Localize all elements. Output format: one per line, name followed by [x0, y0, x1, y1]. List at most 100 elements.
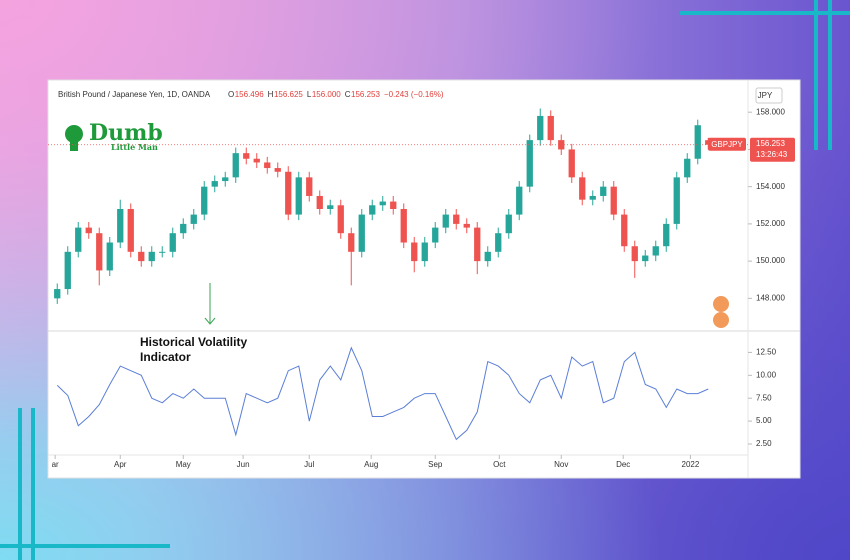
- candle-body: [75, 227, 82, 252]
- candle-body: [211, 181, 218, 187]
- candle-body: [505, 214, 512, 234]
- symbol-label: GBPJPY: [711, 140, 743, 149]
- candle-body: [516, 186, 523, 215]
- candle-body: [610, 186, 617, 215]
- candle-body: [169, 233, 176, 252]
- chart-panel: [47, 79, 801, 479]
- candle-body: [54, 289, 61, 299]
- candle-body: [285, 171, 292, 215]
- candle-body: [117, 209, 124, 243]
- candle-body: [484, 251, 491, 262]
- arrow: [204, 283, 216, 325]
- candle-body: [390, 201, 397, 209]
- candle-body: [138, 251, 145, 262]
- candle-body: [589, 195, 596, 200]
- candle-body: [453, 214, 460, 224]
- candle-body: [264, 162, 271, 169]
- candle-body: [243, 153, 250, 159]
- x-tick-label: Jun: [237, 460, 250, 469]
- x-tick-label: Sep: [428, 460, 443, 469]
- candle-body: [316, 195, 323, 209]
- symbol-box: [708, 137, 746, 151]
- candle-body: [358, 214, 365, 252]
- logo-title: Dumb: [89, 120, 163, 146]
- header-item: C: [345, 90, 351, 99]
- x-tick-label: 2022: [682, 460, 700, 469]
- candle-body: [295, 177, 302, 215]
- x-tick-label: ar: [52, 460, 59, 469]
- x-tick-label: Jul: [304, 460, 314, 469]
- annotation: Historical Volatility Indicator: [140, 335, 248, 364]
- y-tick-label: 12.50: [756, 348, 777, 357]
- candle-body: [495, 233, 502, 252]
- x-tick-label: May: [176, 460, 191, 469]
- candle-body: [327, 205, 334, 209]
- candle-body: [568, 149, 575, 178]
- candle-body: [106, 242, 113, 271]
- candle-body: [253, 158, 260, 163]
- candle-body: [694, 125, 701, 159]
- candle-body: [673, 177, 680, 224]
- header-item: 156.253: [351, 90, 380, 99]
- header-item: 156.000: [312, 90, 341, 99]
- candle-body: [621, 214, 628, 247]
- chart-title: British Pound / Japanese Yen, 1D, OANDA: [58, 90, 211, 99]
- candle-body: [421, 242, 428, 262]
- candle-body: [96, 233, 103, 271]
- last-price-label: 156.253: [756, 139, 785, 148]
- candle-body: [348, 233, 355, 252]
- logo: Dumb Little Man: [65, 120, 163, 152]
- candle-body: [474, 227, 481, 262]
- header-item: O: [228, 90, 234, 99]
- candle-body: [684, 158, 691, 178]
- x-tick-label: Aug: [364, 460, 378, 469]
- candle-body: [600, 186, 607, 196]
- header-item: L: [307, 90, 312, 99]
- currency: JPY: [758, 91, 773, 100]
- candle-body: [369, 205, 376, 215]
- x-tick-label: Apr: [114, 460, 127, 469]
- candle-body: [148, 251, 155, 262]
- candle-body: [537, 115, 544, 141]
- x-tick-label: Nov: [554, 460, 568, 469]
- candle-body: [337, 205, 344, 234]
- candle-body: [274, 168, 281, 172]
- candle-body: [463, 223, 470, 228]
- y-tick-label: 10.00: [756, 370, 777, 379]
- candle-body: [85, 227, 92, 234]
- y-tick-label: 5.00: [756, 416, 772, 425]
- currency-box: [755, 87, 783, 104]
- x-tick-label: Oct: [493, 460, 506, 469]
- candle-body: [127, 209, 134, 252]
- candle-body: [642, 255, 649, 262]
- y-tick-label: 154.000: [756, 182, 785, 191]
- candle-body: [379, 201, 386, 206]
- y-tick-label: 158.000: [756, 107, 785, 116]
- candle-body: [526, 140, 533, 187]
- candle-body: [652, 246, 659, 256]
- header-item: −0.243 (−0.16%): [384, 90, 444, 99]
- candle-body: [579, 177, 586, 200]
- countdown: 13:26:43: [756, 150, 788, 159]
- candle-body: [190, 214, 197, 224]
- candle-body: [432, 227, 439, 243]
- candle-body: [180, 223, 187, 234]
- header-item: H: [268, 90, 274, 99]
- y-tick-label: 2.50: [756, 439, 772, 448]
- y-tick-label: 7.50: [756, 393, 772, 402]
- y-tick-label: 148.000: [756, 293, 785, 302]
- header-item: 156.496: [235, 90, 264, 99]
- candle-body: [232, 153, 239, 178]
- volatility-line: [56, 346, 709, 441]
- price-box: [750, 137, 795, 162]
- candle-body: [159, 251, 166, 253]
- icons: [713, 296, 729, 328]
- candle-body: [663, 223, 670, 247]
- candle-body: [222, 177, 229, 182]
- candle-body: [201, 186, 208, 215]
- candle-body: [400, 209, 407, 243]
- x-tick-label: Dec: [616, 460, 630, 469]
